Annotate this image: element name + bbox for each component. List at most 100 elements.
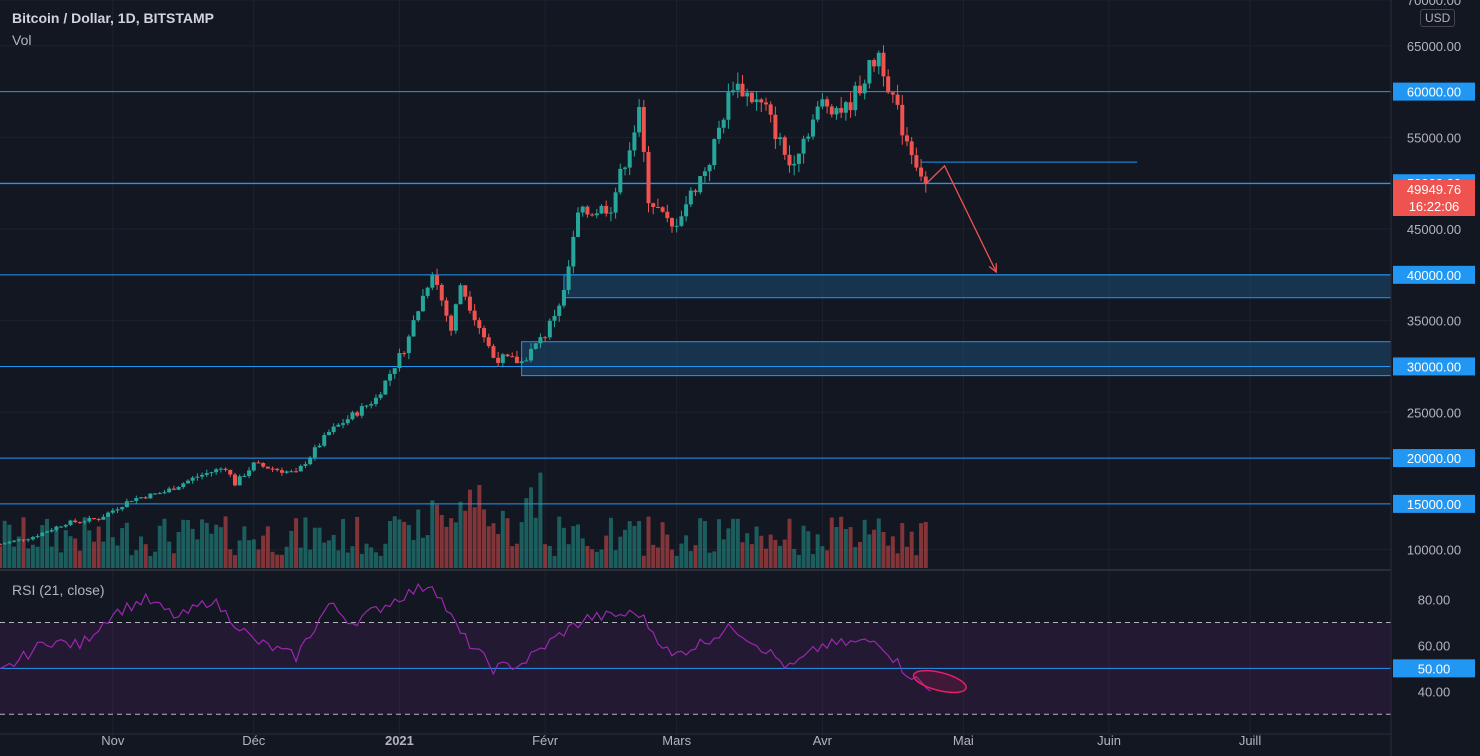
candle-body-159 [745, 92, 750, 97]
volume-bar-116 [543, 544, 548, 568]
candle-body-42 [195, 476, 200, 478]
candle-body-23 [106, 512, 111, 517]
candle-body-124 [580, 206, 585, 213]
volume-bar-69 [322, 542, 327, 568]
volume-bar-196 [919, 523, 924, 568]
rsi-level-tag: 50.00 [1418, 661, 1451, 676]
volume-bar-165 [773, 539, 778, 568]
candle-body-52 [242, 475, 247, 477]
price-tick-0: 10000.00 [1407, 543, 1461, 558]
volume-bar-28 [129, 555, 134, 568]
candle-body-56 [261, 463, 266, 467]
volume-bar-195 [914, 555, 919, 568]
volume-bar-182 [853, 547, 858, 568]
candle-body-24 [110, 510, 115, 513]
volume-bar-119 [557, 516, 562, 568]
volume-bar-65 [303, 517, 308, 568]
candle-body-180 [843, 102, 848, 113]
volume-bar-9 [40, 525, 45, 568]
candle-body-63 [294, 471, 299, 473]
volume-bar-141 [660, 522, 665, 568]
volume-bar-33 [153, 551, 158, 568]
volume-bar-37 [171, 553, 176, 568]
candle-body-188 [881, 52, 886, 77]
rsi-tick-0: 40.00 [1418, 684, 1451, 699]
candle-body-59 [275, 468, 280, 471]
volume-bar-150 [702, 521, 707, 568]
volume-bar-50 [232, 555, 237, 568]
candle-body-4 [16, 539, 21, 541]
volume-bar-21 [96, 526, 101, 568]
candle-body-75 [350, 412, 355, 420]
candle-body-133 [623, 167, 628, 169]
candle-body-15 [68, 520, 73, 525]
volume-bar-193 [904, 546, 909, 568]
volume-bar-19 [87, 530, 92, 568]
volume-bar-10 [44, 518, 49, 568]
volume-bar-145 [679, 543, 684, 568]
volume-bar-56 [261, 535, 266, 568]
volume-bar-152 [712, 551, 717, 568]
candle-body-129 [604, 205, 609, 214]
volume-bar-82 [383, 543, 388, 568]
volume-bar-98 [458, 501, 463, 568]
volume-bar-77 [359, 553, 364, 568]
volume-bar-194 [909, 531, 914, 568]
candle-body-163 [763, 102, 768, 105]
volume-bar-32 [148, 555, 153, 568]
candle-body-98 [458, 285, 463, 305]
volume-bar-153 [716, 519, 721, 568]
volume-bar-76 [355, 516, 360, 568]
volume-bar-83 [388, 521, 393, 568]
price-tick-6: 40000.00 [1407, 268, 1461, 283]
volume-bar-14 [63, 530, 68, 568]
candle-body-78 [364, 405, 369, 407]
candle-body-186 [872, 60, 877, 67]
volume-bar-26 [120, 528, 125, 568]
volume-bar-99 [463, 510, 468, 568]
candle-body-26 [120, 507, 125, 510]
candle-body-90 [420, 295, 425, 312]
support-zones [521, 274, 1392, 377]
volume-bar-55 [256, 549, 261, 568]
volume-bar-144 [674, 555, 679, 568]
candle-body-96 [449, 315, 454, 331]
volume-bar-151 [707, 552, 712, 568]
volume-bar-52 [242, 526, 247, 568]
volume-bar-60 [279, 554, 284, 568]
volume-bar-42 [195, 539, 200, 568]
volume-bar-177 [829, 517, 834, 568]
candle-body-10 [44, 531, 49, 533]
candle-body-76 [355, 412, 360, 416]
candle-body-197 [923, 176, 928, 184]
candle-body-9 [40, 532, 45, 537]
candle-body-175 [820, 99, 825, 107]
volume-bar-46 [214, 524, 219, 568]
volume-bar-54 [251, 539, 256, 568]
candle-body-3 [12, 540, 17, 542]
candle-body-34 [157, 493, 162, 495]
candle-body-139 [651, 203, 656, 207]
candle-body-29 [134, 498, 139, 501]
candle-body-35 [162, 492, 167, 494]
volume-bar-191 [895, 553, 900, 568]
candle-body-88 [411, 320, 416, 337]
candle-body-54 [251, 462, 256, 471]
candle-body-46 [214, 469, 219, 473]
volume-bar-12 [54, 529, 59, 568]
currency-button[interactable]: USD [1420, 9, 1456, 27]
candle-body-164 [768, 104, 773, 115]
price-tick-11: 65000.00 [1407, 39, 1461, 54]
volume-bar-64 [298, 547, 303, 568]
last-price-badge: 49949.76 16:22:06 [1393, 180, 1475, 216]
time-tick-0: Nov [101, 733, 125, 748]
volume-bar-120 [561, 527, 566, 568]
rsi-label: RSI (21, close) [12, 582, 105, 598]
candle-body-91 [425, 287, 430, 296]
candle-body-114 [533, 343, 538, 349]
candle-body-112 [524, 360, 529, 362]
candle-body-70 [326, 432, 331, 436]
volume-bar-129 [604, 535, 609, 568]
